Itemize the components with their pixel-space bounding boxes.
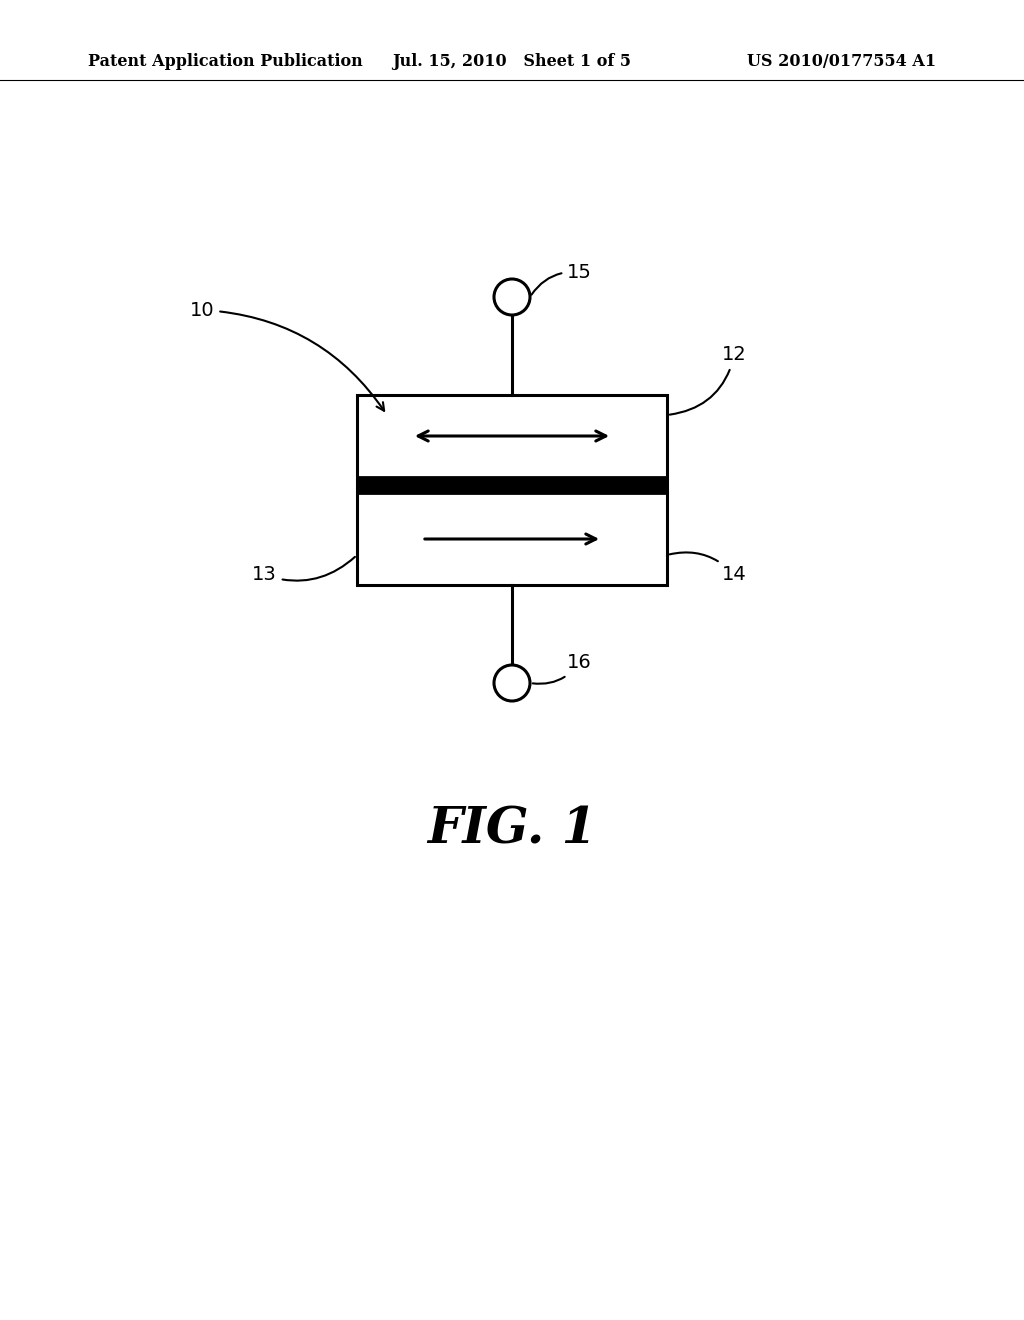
Text: Patent Application Publication: Patent Application Publication (88, 54, 362, 70)
Text: 16: 16 (532, 653, 592, 684)
Text: 10: 10 (190, 301, 384, 411)
Text: 15: 15 (531, 263, 592, 294)
Text: 14: 14 (670, 553, 746, 585)
Text: FIG. 1: FIG. 1 (427, 805, 597, 854)
Ellipse shape (494, 665, 530, 701)
Text: 13: 13 (252, 557, 355, 585)
Text: US 2010/0177554 A1: US 2010/0177554 A1 (746, 54, 936, 70)
Text: Jul. 15, 2010   Sheet 1 of 5: Jul. 15, 2010 Sheet 1 of 5 (392, 54, 632, 70)
Ellipse shape (494, 279, 530, 315)
Bar (357, 395, 667, 585)
Bar (357, 477, 667, 492)
Text: 12: 12 (670, 346, 746, 414)
